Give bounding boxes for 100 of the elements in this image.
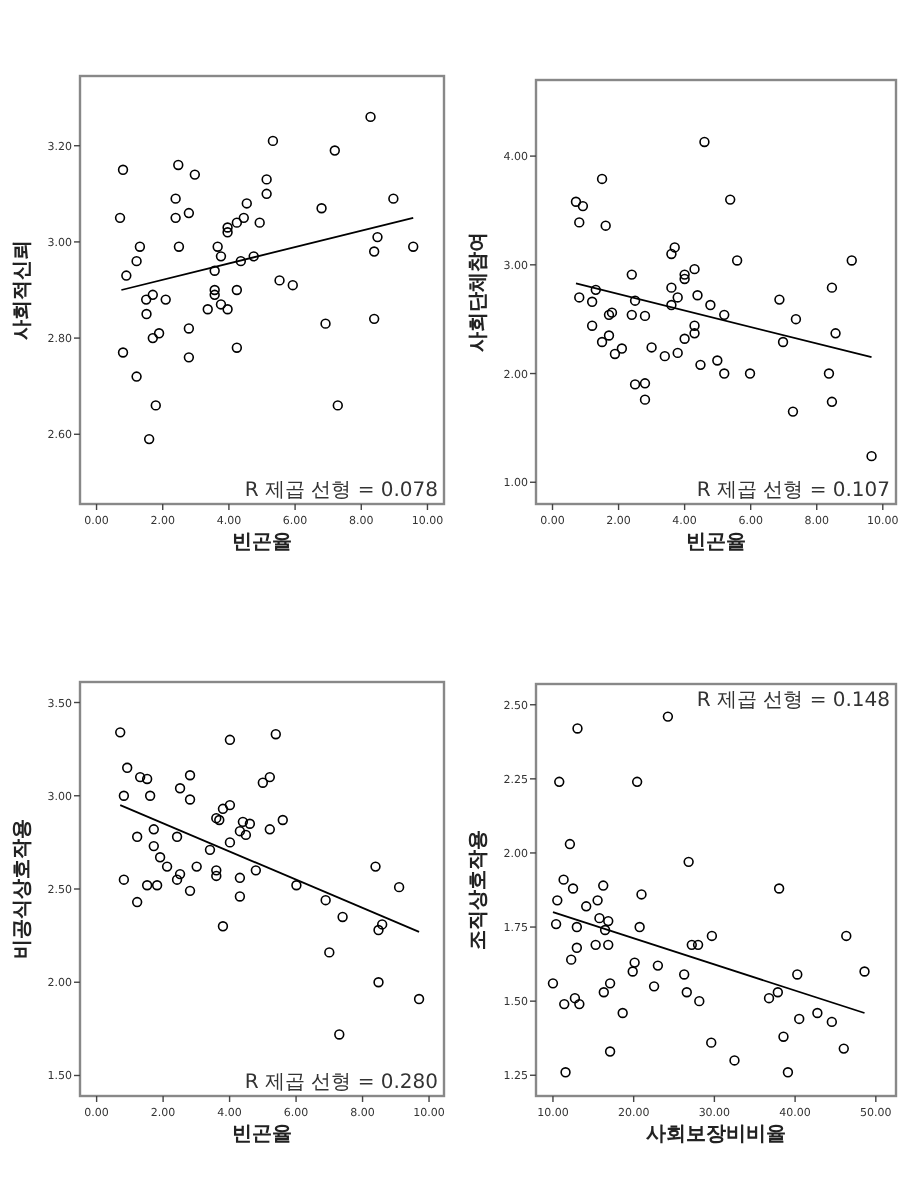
point xyxy=(118,790,130,801)
point xyxy=(790,313,802,325)
point xyxy=(324,947,335,958)
point xyxy=(222,227,233,238)
point xyxy=(629,957,640,968)
point xyxy=(204,844,216,856)
point xyxy=(248,251,259,262)
point xyxy=(629,295,641,306)
point xyxy=(679,269,690,280)
point xyxy=(631,776,643,788)
point xyxy=(567,883,579,894)
point xyxy=(560,1067,571,1078)
point xyxy=(171,874,183,885)
point xyxy=(368,313,380,325)
point xyxy=(603,330,615,341)
point xyxy=(574,217,585,228)
point xyxy=(174,868,186,880)
annotation: R 제곱 선형 = 0.107 xyxy=(696,480,890,502)
point xyxy=(570,196,582,207)
point xyxy=(577,200,589,212)
point xyxy=(115,727,126,738)
point xyxy=(692,939,704,951)
point xyxy=(719,368,730,379)
point xyxy=(679,273,690,285)
point xyxy=(763,992,775,1004)
x-axis-title: 사회보장비비율 xyxy=(646,1124,786,1146)
point xyxy=(154,852,166,863)
point xyxy=(337,911,348,923)
point xyxy=(596,173,608,185)
point xyxy=(689,263,700,275)
point xyxy=(320,894,331,906)
point xyxy=(209,265,220,276)
point xyxy=(141,773,153,785)
point xyxy=(558,874,569,885)
point xyxy=(144,790,156,801)
point xyxy=(329,145,340,156)
point xyxy=(778,1031,789,1042)
point xyxy=(234,872,246,884)
point xyxy=(131,831,143,842)
point xyxy=(652,960,664,971)
point xyxy=(603,915,614,927)
point xyxy=(646,342,657,353)
point xyxy=(114,212,126,224)
point xyxy=(634,921,645,933)
point xyxy=(559,998,570,1010)
point xyxy=(826,1016,838,1028)
point xyxy=(706,930,718,942)
point xyxy=(859,966,870,977)
y-axis-title: 사회적신뢰 xyxy=(12,240,34,340)
point xyxy=(153,328,165,339)
point xyxy=(224,837,236,848)
point xyxy=(617,1007,628,1019)
point xyxy=(599,924,611,936)
point xyxy=(639,310,651,322)
point xyxy=(662,711,674,722)
point xyxy=(234,825,246,837)
point xyxy=(679,969,690,980)
point xyxy=(231,342,243,353)
point xyxy=(171,831,183,842)
point xyxy=(372,231,383,243)
point xyxy=(565,954,577,965)
point xyxy=(222,304,233,315)
point xyxy=(224,799,236,811)
point xyxy=(238,212,249,224)
point xyxy=(639,394,651,405)
point xyxy=(669,242,680,253)
point xyxy=(866,450,877,462)
point xyxy=(672,292,683,303)
point xyxy=(264,824,276,835)
y-axis-title: 조직상호작용 xyxy=(468,830,490,950)
x-axis-title: 빈곤율 xyxy=(232,532,292,554)
y-axis-title: 사회단체참여 xyxy=(468,232,490,352)
point xyxy=(261,174,272,185)
point xyxy=(183,352,195,363)
point xyxy=(689,328,700,339)
point xyxy=(609,348,621,360)
point xyxy=(173,159,184,171)
point xyxy=(170,212,181,224)
point xyxy=(131,371,142,382)
point xyxy=(590,939,601,951)
point xyxy=(826,396,838,408)
point xyxy=(215,299,227,310)
point xyxy=(121,270,132,281)
point xyxy=(725,194,736,205)
point xyxy=(846,255,857,266)
point xyxy=(160,294,171,305)
point xyxy=(616,343,628,354)
point xyxy=(648,981,660,992)
point xyxy=(150,400,161,411)
point xyxy=(586,320,598,331)
point xyxy=(772,987,784,998)
point xyxy=(217,803,229,815)
point xyxy=(147,289,158,301)
point xyxy=(117,347,129,358)
point xyxy=(376,919,388,930)
point xyxy=(131,896,143,908)
point xyxy=(547,978,559,989)
annotation: R 제곱 선형 = 0.280 xyxy=(244,1072,438,1094)
point xyxy=(823,368,835,379)
point xyxy=(574,998,585,1010)
